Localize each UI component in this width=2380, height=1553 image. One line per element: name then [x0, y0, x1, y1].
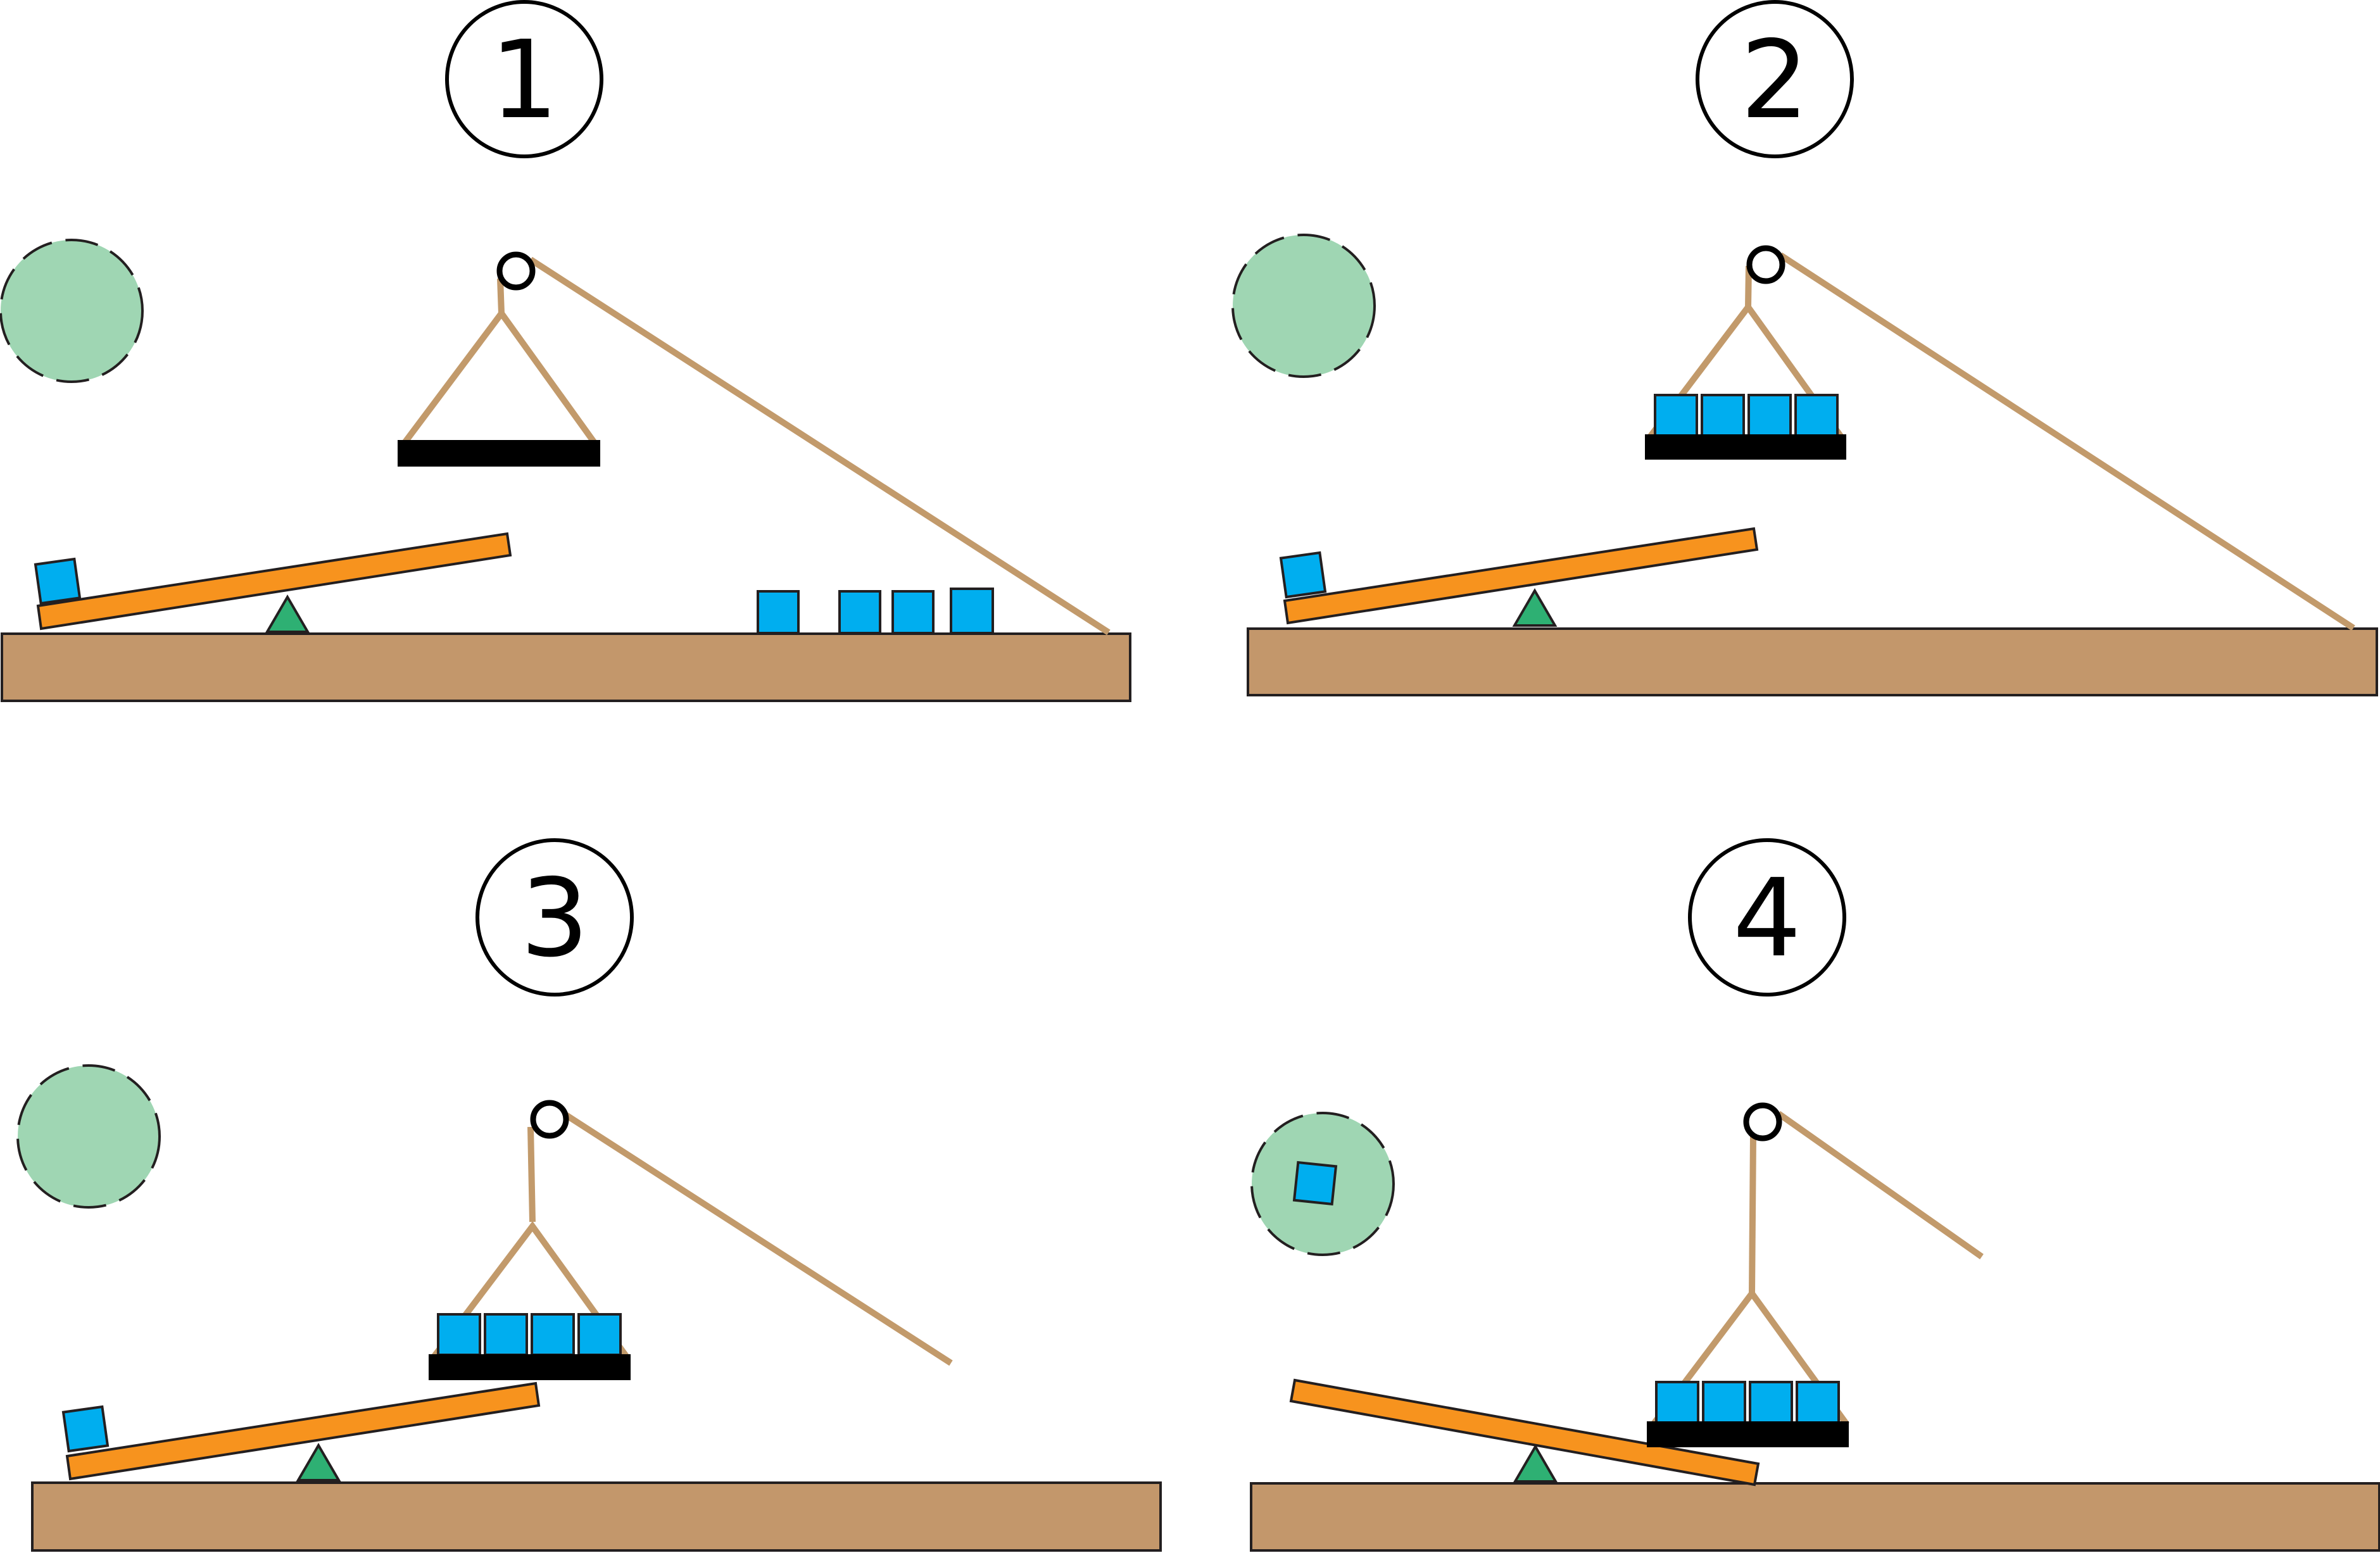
panel-2: 2: [1231, 0, 2378, 696]
panel-4-platform-block: [1796, 1381, 1840, 1424]
panel-3-hanger-stem: [527, 1126, 536, 1223]
panel-3-platform-block: [531, 1313, 575, 1356]
panel-4-ground: [1250, 1482, 2380, 1552]
panel-3-ground: [31, 1481, 1162, 1552]
panel-1-number-badge: [445, 0, 603, 158]
panel-4-platform-block: [1749, 1381, 1793, 1424]
panel-1-lever-block: [34, 557, 82, 605]
panel-2-plank: [1283, 527, 1759, 625]
panel-1: 1: [0, 0, 1131, 702]
panel-3-goal-zone: [16, 1064, 161, 1209]
panel-4-hanger-stem: [1749, 1136, 1756, 1294]
panel-1-goal-zone: [0, 239, 144, 383]
panel-2-platform-block: [1701, 394, 1745, 437]
panel-1-number: 1: [490, 18, 558, 143]
panel-2-lever-block: [1279, 551, 1327, 599]
panel-4-pulley-rope: [1777, 1110, 1984, 1260]
panel-1-pulley: [496, 251, 536, 291]
panel-2-number-badge: [1696, 0, 1854, 158]
panel-2-platform-block: [1747, 394, 1792, 437]
panel-4-pulley: [1743, 1102, 1782, 1141]
panel-1-hanger-stem: [497, 278, 505, 314]
panel-1-pulley-rope: [529, 256, 1111, 636]
panel-4-platform-block: [1655, 1381, 1699, 1424]
panel-2-goal-zone: [1231, 234, 1376, 378]
panel-1-floor-block: [950, 588, 994, 634]
panel-3-lever-block: [61, 1405, 110, 1453]
panel-3-number: 3: [520, 856, 589, 981]
panel-1-floor-block: [838, 590, 881, 634]
panel-3-platform-block: [577, 1313, 622, 1356]
panel-4-platform: [1647, 1421, 1849, 1447]
panel-1-platform: [398, 440, 600, 467]
panel-4-captured-block: [1292, 1160, 1338, 1206]
panel-3-hanger-rope: [432, 1221, 629, 1359]
panel-1-floor-block: [757, 590, 800, 634]
panel-4-plank: [1289, 1378, 1760, 1487]
panel-3-fulcrum: [296, 1443, 341, 1481]
panel-1-fulcrum: [265, 594, 310, 633]
panel-4-number: 4: [1733, 856, 1801, 981]
panel-1-floor-block: [891, 590, 935, 634]
panel-2-platform-block: [1794, 394, 1839, 437]
panel-2-platform: [1645, 434, 1846, 460]
panel-3: 3: [16, 838, 1162, 1552]
panel-1-plank: [36, 532, 512, 631]
panel-4-platform-block: [1702, 1381, 1746, 1424]
panel-1-hanger-rope: [402, 308, 597, 444]
panel-4-number-badge: [1688, 838, 1846, 997]
panel-2-number: 2: [1741, 18, 1809, 143]
panel-3-pulley: [530, 1100, 569, 1139]
panel-3-platform: [429, 1354, 631, 1380]
panel-3-platform-block: [437, 1313, 481, 1356]
panel-3-pulley-rope: [561, 1110, 953, 1366]
panel-3-number-badge: [475, 838, 634, 997]
panel-2-pulley: [1746, 245, 1785, 284]
panel-2-ground: [1247, 627, 2378, 696]
panel-3-platform-block: [484, 1313, 528, 1356]
panel-3-plank: [65, 1381, 541, 1481]
panel-1-ground: [1, 632, 1131, 702]
panel-4: 4: [1250, 838, 2380, 1552]
panel-2-fulcrum: [1512, 588, 1558, 627]
panel-2-pulley-rope: [1779, 252, 2355, 631]
panel-4-fulcrum: [1513, 1444, 1558, 1483]
panel-2-platform-block: [1654, 394, 1698, 437]
